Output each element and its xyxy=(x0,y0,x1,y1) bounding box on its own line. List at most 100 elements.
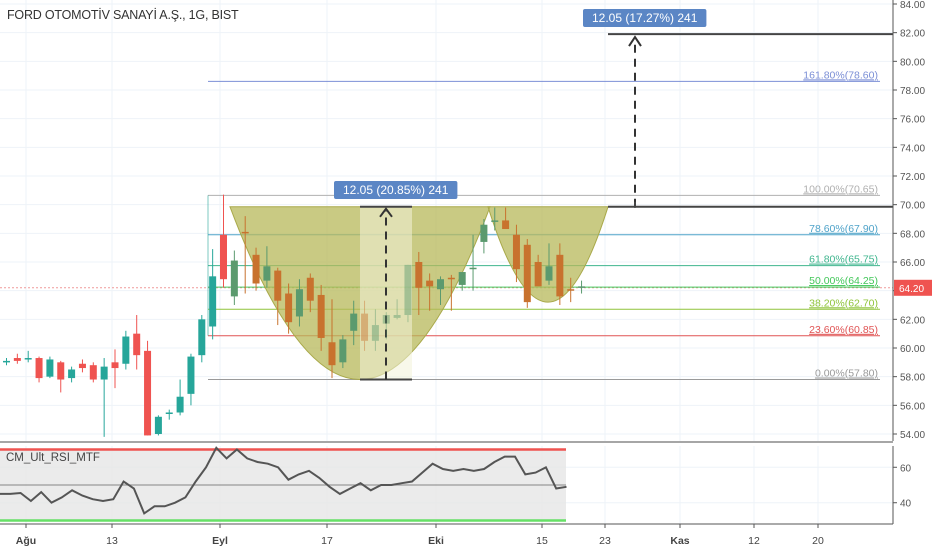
candle xyxy=(350,300,358,346)
fib-level-label: 38.20%(62.70) xyxy=(809,297,878,309)
candle xyxy=(133,315,141,370)
candle xyxy=(578,280,586,294)
price-tick: 56.00 xyxy=(900,401,925,412)
price-tick: 74.00 xyxy=(900,143,925,154)
price-tick: 76.00 xyxy=(900,115,925,126)
candle xyxy=(469,234,477,291)
candle xyxy=(382,312,390,340)
price-axis[interactable]: 84.00 82.00 80.00 78.00 76.00 74.00 72.00 70.00… xyxy=(892,0,932,441)
candle xyxy=(512,224,520,283)
candle xyxy=(198,315,206,363)
candle xyxy=(209,249,217,340)
time-tick: 23 xyxy=(599,535,611,547)
price-tick: 78.00 xyxy=(900,86,925,97)
candle xyxy=(263,246,271,288)
candle xyxy=(437,276,444,305)
candle xyxy=(502,207,510,230)
symbol-title: FORD OTOMOTİV SANAYİ A.Ş., 1G, BIST xyxy=(7,8,239,22)
candle xyxy=(285,283,293,334)
svg-text:64.20: 64.20 xyxy=(899,284,924,295)
time-tick: 20 xyxy=(812,535,824,547)
candle xyxy=(328,299,336,379)
candle xyxy=(78,359,86,373)
candle xyxy=(317,284,325,351)
rsi-tick: 40 xyxy=(900,499,912,510)
candle xyxy=(274,267,282,326)
candle xyxy=(46,356,54,379)
price-tick: 60.00 xyxy=(900,344,925,355)
candle xyxy=(24,350,32,363)
fib-level-label: 50.00%(64.25) xyxy=(809,275,878,287)
candle xyxy=(371,309,379,351)
candle xyxy=(447,274,455,311)
price-tick: 62.00 xyxy=(900,315,925,326)
fib-level-label: 23.60%(60.85) xyxy=(809,324,878,336)
measure-label-upper: 12.05 (17.27%) 241 xyxy=(583,9,707,27)
candle xyxy=(111,349,119,389)
candle xyxy=(361,300,369,351)
candle xyxy=(415,251,423,316)
candle xyxy=(187,353,195,406)
grid xyxy=(0,0,893,524)
fib-level-label: 0.00%(57.80) xyxy=(815,368,878,380)
price-range-measure[interactable] xyxy=(360,33,893,381)
candle xyxy=(426,273,434,311)
measure-label-lower: 12.05 (20.85%) 241 xyxy=(334,181,458,199)
candle xyxy=(393,299,401,320)
candle xyxy=(534,254,542,287)
price-tick: 66.00 xyxy=(900,258,925,269)
candlestick-series[interactable] xyxy=(3,194,586,437)
candle xyxy=(220,194,227,288)
candle xyxy=(458,272,466,291)
candle xyxy=(230,250,238,305)
candle xyxy=(556,243,564,305)
candle xyxy=(241,216,249,294)
candle xyxy=(567,277,575,303)
time-tick: 13 xyxy=(106,535,118,547)
candle xyxy=(306,273,314,313)
svg-text:12.05 (20.85%) 241: 12.05 (20.85%) 241 xyxy=(343,183,449,197)
candle xyxy=(176,379,184,416)
price-tick: 72.00 xyxy=(900,172,925,183)
candle xyxy=(57,360,65,393)
time-tick: Eyl xyxy=(212,535,228,547)
candle xyxy=(144,340,152,436)
rsi-line xyxy=(0,446,567,515)
price-tick: 58.00 xyxy=(900,373,925,384)
candle xyxy=(523,239,531,308)
candle xyxy=(13,353,21,364)
candle xyxy=(545,243,553,285)
price-tick: 80.00 xyxy=(900,57,925,68)
svg-text:12.05 (17.27%) 241: 12.05 (17.27%) 241 xyxy=(592,11,698,25)
time-tick: Eki xyxy=(428,535,444,547)
price-tick: 54.00 xyxy=(900,430,925,441)
candle xyxy=(35,356,43,383)
fib-level-label: 61.80%(65.75) xyxy=(809,254,878,266)
candle xyxy=(3,358,10,366)
candle xyxy=(122,330,130,370)
candle xyxy=(154,415,162,436)
candle xyxy=(165,409,173,420)
indicator-title[interactable]: CM_Ult_RSI_MTF xyxy=(6,452,100,464)
time-axis[interactable]: Ağu 13 Eyl 17 Eki 15 23 Kas 12 20 xyxy=(16,524,824,547)
price-tick: 84.00 xyxy=(900,0,925,11)
last-price-badge xyxy=(894,279,932,296)
time-tick: Ağu xyxy=(16,535,36,547)
price-tick: 70.00 xyxy=(900,201,925,212)
candle xyxy=(339,335,347,369)
rsi-indicator-pane[interactable]: 60 40 xyxy=(0,446,912,525)
candle xyxy=(295,279,303,327)
candle xyxy=(404,264,412,323)
price-tick: 68.00 xyxy=(900,229,925,240)
time-tick: 17 xyxy=(321,535,333,547)
candle xyxy=(252,247,260,291)
fib-level-label: 100.00%(70.65) xyxy=(803,183,878,195)
rsi-tick: 60 xyxy=(900,463,912,474)
time-tick: Kas xyxy=(670,535,689,547)
candle xyxy=(491,207,499,231)
candle xyxy=(480,218,488,254)
fib-level-label: 78.60%(67.90) xyxy=(809,223,878,235)
time-tick: 15 xyxy=(536,535,548,547)
